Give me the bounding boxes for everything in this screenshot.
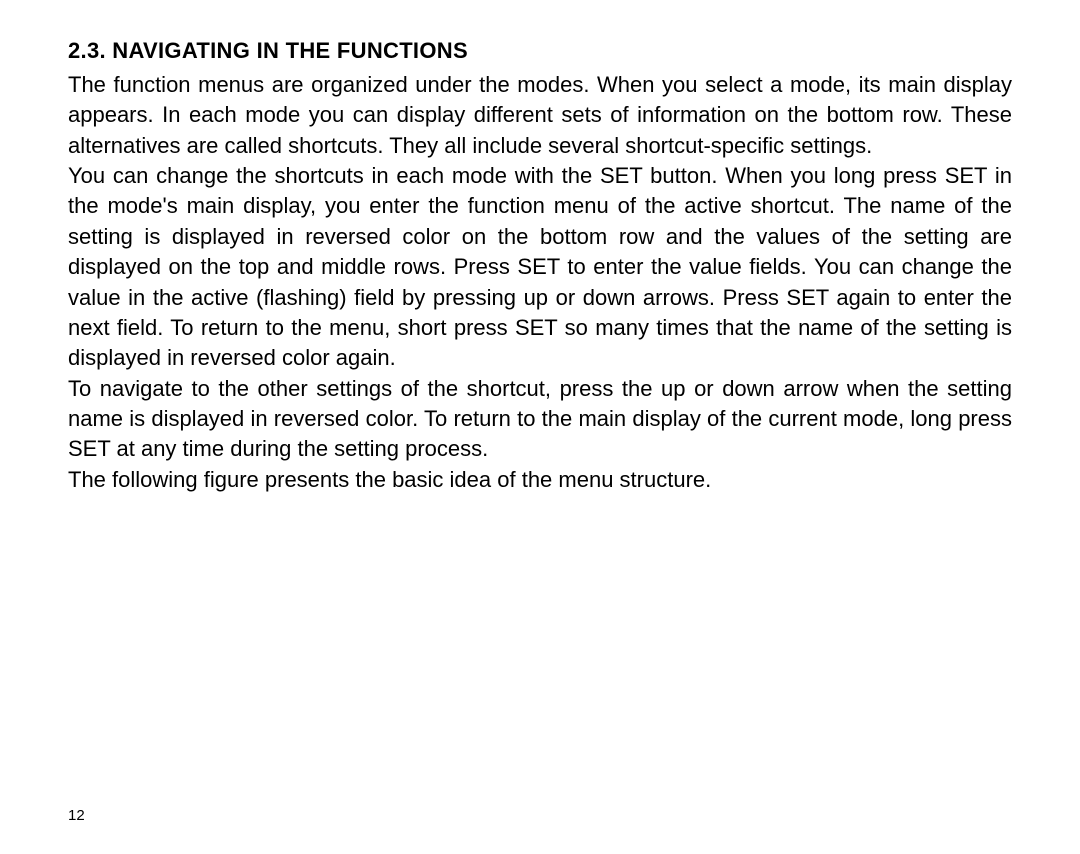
body-paragraph: The following figure presents the basic … [68,465,1012,495]
page-number: 12 [68,807,85,824]
section-heading: 2.3. NAVIGATING IN THE FUNCTIONS [68,38,1012,64]
body-paragraph: The function menus are organized under t… [68,70,1012,161]
body-paragraph: You can change the shortcuts in each mod… [68,161,1012,374]
body-paragraph: To navigate to the other settings of the… [68,374,1012,465]
